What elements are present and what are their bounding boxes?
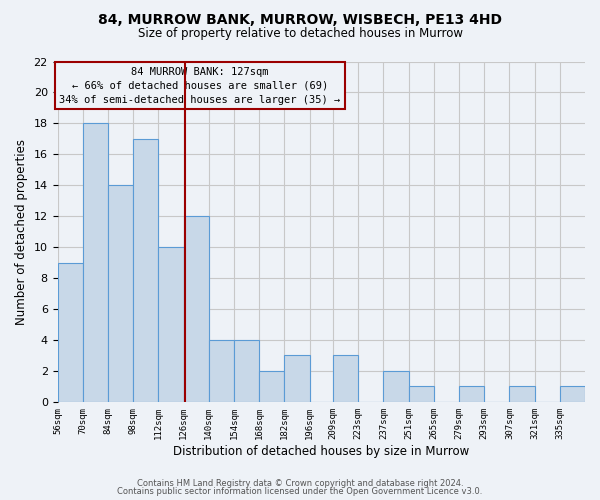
Bar [259, 371, 284, 402]
Bar [58, 262, 83, 402]
Bar [459, 386, 484, 402]
Bar [133, 139, 158, 402]
Bar [209, 340, 234, 402]
Bar [284, 356, 310, 402]
Bar [184, 216, 209, 402]
X-axis label: Distribution of detached houses by size in Murrow: Distribution of detached houses by size … [173, 444, 469, 458]
Bar [108, 186, 133, 402]
Text: Contains HM Land Registry data © Crown copyright and database right 2024.: Contains HM Land Registry data © Crown c… [137, 478, 463, 488]
Text: 84 MURROW BANK: 127sqm
← 66% of detached houses are smaller (69)
34% of semi-det: 84 MURROW BANK: 127sqm ← 66% of detached… [59, 66, 341, 104]
Text: Contains public sector information licensed under the Open Government Licence v3: Contains public sector information licen… [118, 487, 482, 496]
Bar [560, 386, 585, 402]
Y-axis label: Number of detached properties: Number of detached properties [15, 138, 28, 324]
Bar [333, 356, 358, 402]
Bar [83, 124, 108, 402]
Bar [383, 371, 409, 402]
Bar [234, 340, 259, 402]
Bar [158, 247, 184, 402]
Bar [409, 386, 434, 402]
Text: Size of property relative to detached houses in Murrow: Size of property relative to detached ho… [137, 28, 463, 40]
Text: 84, MURROW BANK, MURROW, WISBECH, PE13 4HD: 84, MURROW BANK, MURROW, WISBECH, PE13 4… [98, 12, 502, 26]
Bar [509, 386, 535, 402]
